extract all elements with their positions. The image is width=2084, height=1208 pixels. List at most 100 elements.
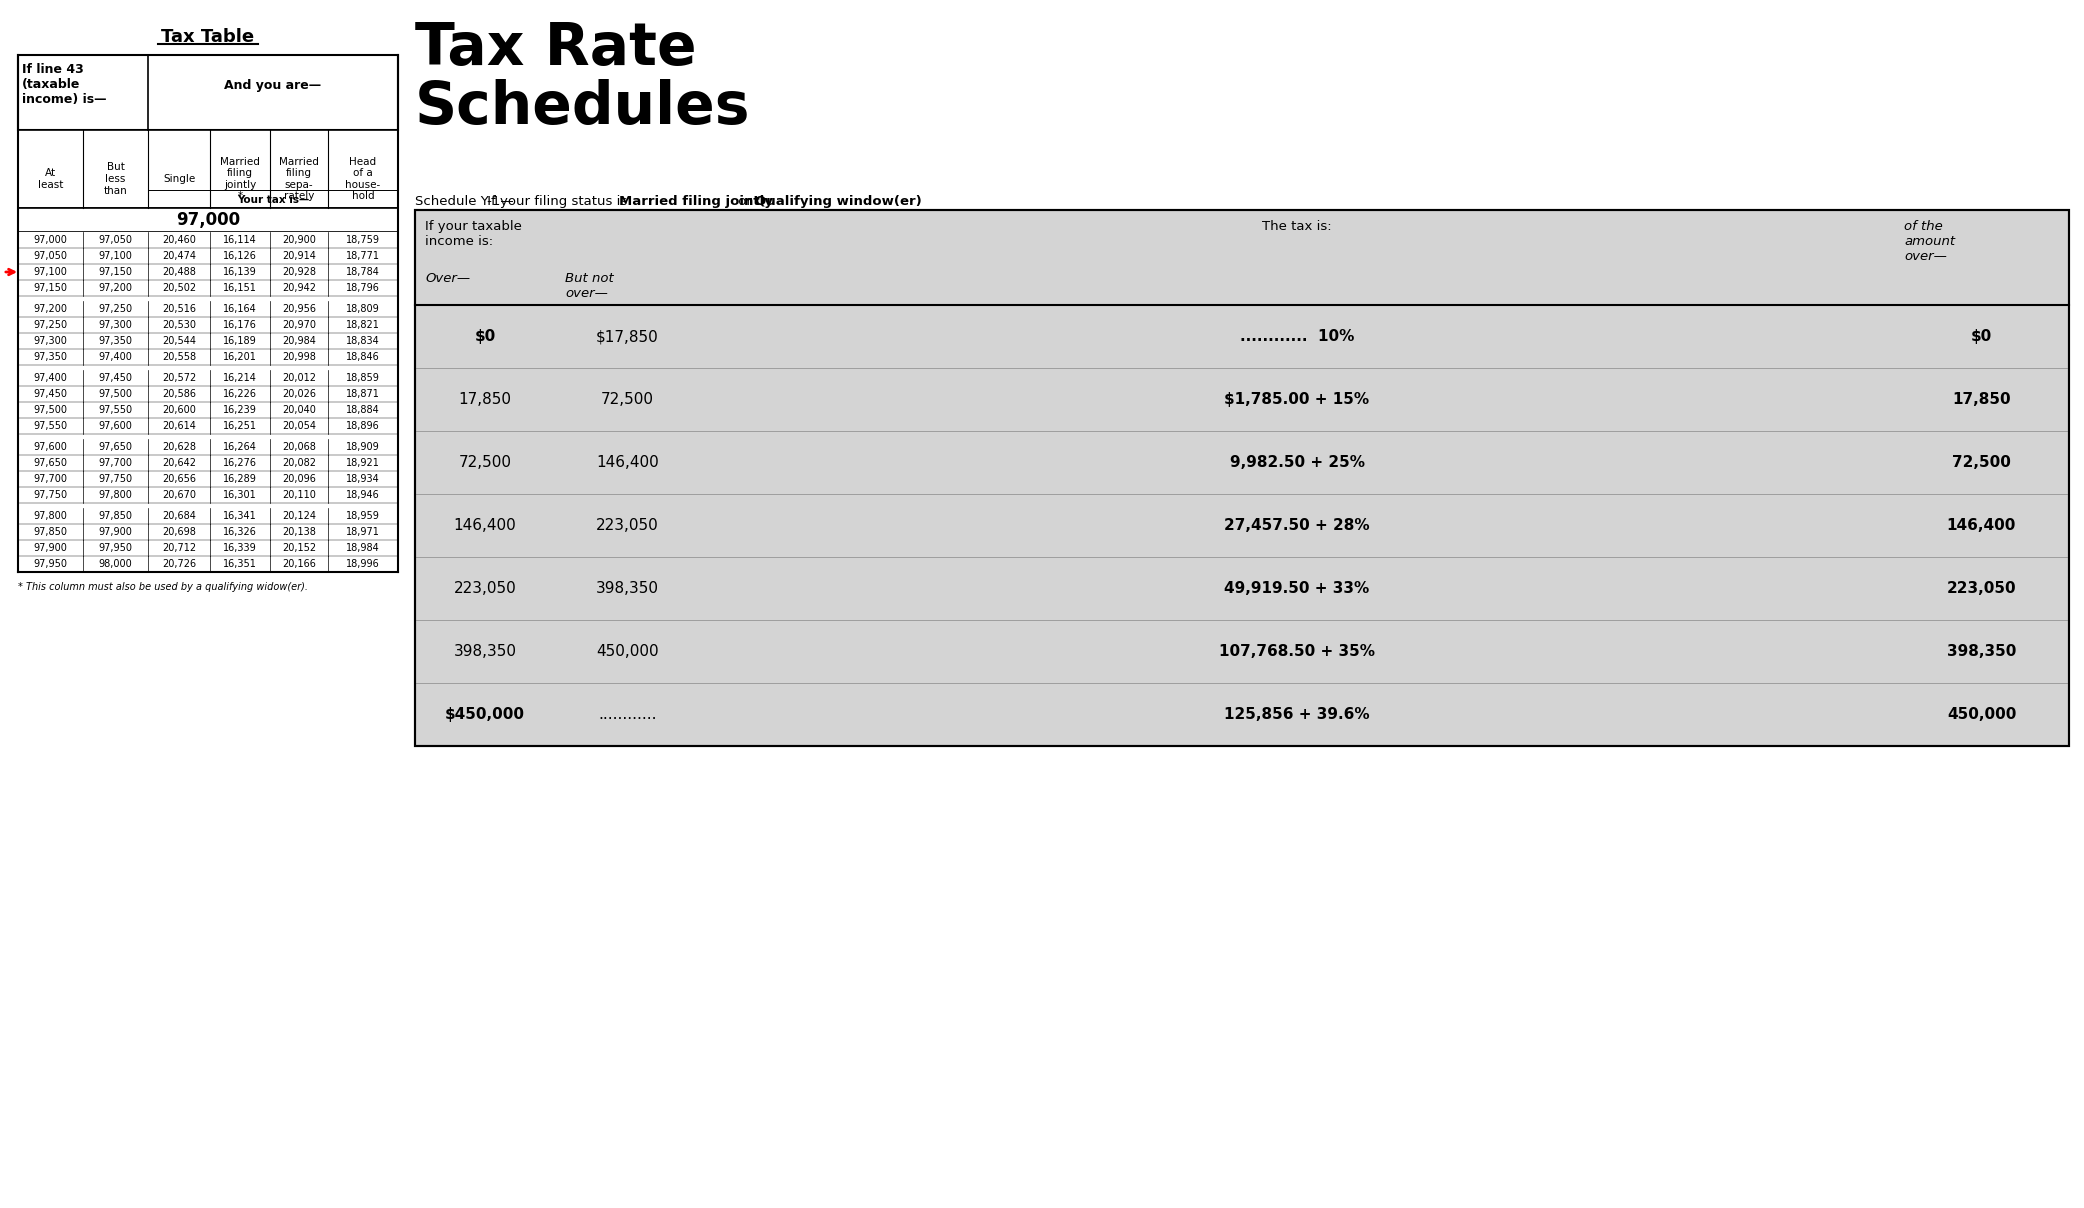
Text: 9,982.50 + 25%: 9,982.50 + 25% bbox=[1230, 455, 1365, 470]
Text: 398,350: 398,350 bbox=[454, 644, 517, 660]
Text: 97,650: 97,650 bbox=[98, 442, 133, 452]
Text: $0: $0 bbox=[1971, 329, 1992, 344]
Text: 27,457.50 + 28%: 27,457.50 + 28% bbox=[1223, 518, 1369, 533]
Text: 20,712: 20,712 bbox=[163, 544, 196, 553]
Text: $450,000: $450,000 bbox=[446, 707, 525, 722]
Text: 97,750: 97,750 bbox=[33, 490, 67, 500]
Text: Married
filing
sepa-
rately: Married filing sepa- rately bbox=[279, 157, 319, 202]
Text: The tax is:: The tax is: bbox=[1263, 220, 1332, 233]
Text: Qualifying window(er): Qualifying window(er) bbox=[754, 194, 921, 208]
Text: $0: $0 bbox=[475, 329, 496, 344]
Bar bbox=[19, 301, 398, 316]
Text: 72,500: 72,500 bbox=[600, 393, 654, 407]
Text: 20,152: 20,152 bbox=[281, 544, 317, 553]
Text: 450,000: 450,000 bbox=[596, 644, 659, 660]
Text: 20,928: 20,928 bbox=[281, 267, 317, 277]
Text: 97,750: 97,750 bbox=[98, 474, 133, 484]
Text: ............  10%: ............ 10% bbox=[1240, 329, 1355, 344]
Text: 223,050: 223,050 bbox=[596, 518, 659, 533]
Text: 49,919.50 + 33%: 49,919.50 + 33% bbox=[1225, 581, 1369, 596]
Bar bbox=[19, 333, 398, 349]
Text: 18,896: 18,896 bbox=[346, 422, 379, 431]
Text: 72,500: 72,500 bbox=[458, 455, 511, 470]
Text: 18,871: 18,871 bbox=[346, 389, 379, 399]
Text: 17,850: 17,850 bbox=[458, 393, 511, 407]
Text: 16,226: 16,226 bbox=[223, 389, 256, 399]
Text: 20,166: 20,166 bbox=[281, 559, 317, 569]
Text: 20,054: 20,054 bbox=[281, 422, 317, 431]
Bar bbox=[19, 280, 398, 296]
Text: 16,339: 16,339 bbox=[223, 544, 256, 553]
Bar bbox=[19, 540, 398, 556]
Text: Tax Rate
Schedules: Tax Rate Schedules bbox=[415, 21, 750, 137]
Text: 72,500: 72,500 bbox=[1953, 455, 2011, 470]
Text: 18,859: 18,859 bbox=[346, 373, 379, 383]
Text: If your taxable
income is:: If your taxable income is: bbox=[425, 220, 521, 248]
Text: 97,150: 97,150 bbox=[33, 283, 67, 294]
Text: 97,450: 97,450 bbox=[98, 373, 133, 383]
Text: 18,996: 18,996 bbox=[346, 559, 379, 569]
Text: 97,900: 97,900 bbox=[98, 527, 133, 538]
Text: Schedule Y-1—: Schedule Y-1— bbox=[415, 194, 513, 208]
Text: 18,809: 18,809 bbox=[346, 304, 379, 314]
Bar bbox=[19, 56, 398, 130]
Text: 97,300: 97,300 bbox=[98, 320, 133, 330]
Text: Married
filing
jointly
*: Married filing jointly * bbox=[221, 157, 260, 202]
Text: 97,200: 97,200 bbox=[98, 283, 133, 294]
Text: 97,600: 97,600 bbox=[98, 422, 133, 431]
Text: 20,040: 20,040 bbox=[281, 405, 317, 416]
Text: 97,800: 97,800 bbox=[33, 511, 67, 521]
Text: 16,151: 16,151 bbox=[223, 283, 256, 294]
Text: 97,800: 97,800 bbox=[98, 490, 133, 500]
Text: 20,586: 20,586 bbox=[163, 389, 196, 399]
Text: $1,785.00 + 15%: $1,785.00 + 15% bbox=[1225, 393, 1369, 407]
Text: 16,201: 16,201 bbox=[223, 352, 256, 362]
Text: 98,000: 98,000 bbox=[98, 559, 133, 569]
Text: 20,516: 20,516 bbox=[163, 304, 196, 314]
Text: 16,341: 16,341 bbox=[223, 511, 256, 521]
Text: 97,400: 97,400 bbox=[33, 373, 67, 383]
Bar bbox=[19, 439, 398, 455]
Bar bbox=[415, 210, 2069, 747]
Bar bbox=[19, 509, 398, 524]
Text: 20,110: 20,110 bbox=[281, 490, 317, 500]
Text: 16,139: 16,139 bbox=[223, 267, 256, 277]
Text: 97,700: 97,700 bbox=[98, 458, 133, 467]
Text: 16,276: 16,276 bbox=[223, 458, 256, 467]
Text: 20,460: 20,460 bbox=[163, 236, 196, 245]
Text: 16,164: 16,164 bbox=[223, 304, 256, 314]
Text: Tax Table: Tax Table bbox=[160, 28, 254, 46]
Text: 97,000: 97,000 bbox=[33, 236, 67, 245]
Text: 18,909: 18,909 bbox=[346, 442, 379, 452]
Text: 20,614: 20,614 bbox=[163, 422, 196, 431]
Text: 20,984: 20,984 bbox=[281, 336, 317, 345]
Text: 17,850: 17,850 bbox=[1953, 393, 2011, 407]
Text: 18,834: 18,834 bbox=[346, 336, 379, 345]
Bar bbox=[19, 316, 398, 333]
Text: 20,082: 20,082 bbox=[281, 458, 317, 467]
Text: 16,214: 16,214 bbox=[223, 373, 256, 383]
Text: 16,351: 16,351 bbox=[223, 559, 256, 569]
Text: 20,684: 20,684 bbox=[163, 511, 196, 521]
Text: 20,096: 20,096 bbox=[281, 474, 317, 484]
Text: 18,984: 18,984 bbox=[346, 544, 379, 553]
Text: 97,000: 97,000 bbox=[175, 211, 240, 230]
Text: 20,474: 20,474 bbox=[163, 251, 196, 261]
Text: 97,050: 97,050 bbox=[33, 251, 67, 261]
Text: 450,000: 450,000 bbox=[1946, 707, 2015, 722]
Text: 16,176: 16,176 bbox=[223, 320, 256, 330]
Bar bbox=[19, 524, 398, 540]
Text: 20,970: 20,970 bbox=[281, 320, 317, 330]
Text: 97,200: 97,200 bbox=[33, 304, 67, 314]
Text: 18,934: 18,934 bbox=[346, 474, 379, 484]
Text: Your tax is—: Your tax is— bbox=[238, 194, 308, 205]
Bar bbox=[19, 248, 398, 265]
Bar bbox=[19, 349, 398, 365]
Text: 16,126: 16,126 bbox=[223, 251, 256, 261]
Text: Head
of a
house-
hold: Head of a house- hold bbox=[346, 157, 381, 202]
Text: 16,301: 16,301 bbox=[223, 490, 256, 500]
Text: 20,502: 20,502 bbox=[163, 283, 196, 294]
Text: 20,956: 20,956 bbox=[281, 304, 317, 314]
Text: of the
amount
over—: of the amount over— bbox=[1905, 220, 1955, 263]
Text: 97,550: 97,550 bbox=[98, 405, 133, 416]
